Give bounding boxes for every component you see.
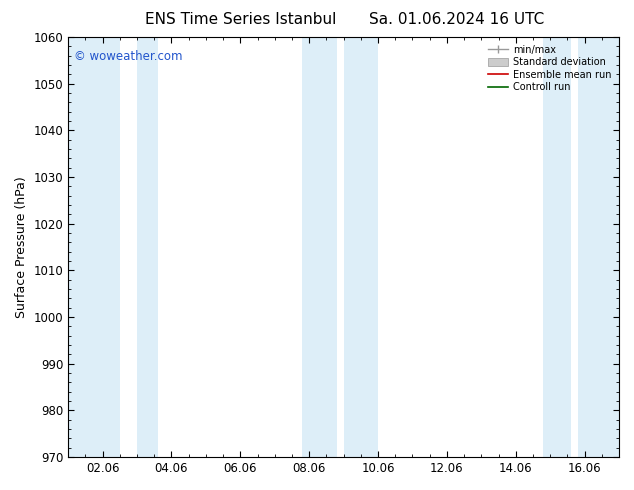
Text: Sa. 01.06.2024 16 UTC: Sa. 01.06.2024 16 UTC [369,12,544,27]
Bar [543,37,571,457]
Bar [68,37,120,457]
Bar [578,37,619,457]
Text: © woweather.com: © woweather.com [74,50,182,63]
Bar [137,37,158,457]
Bar [302,37,337,457]
Legend: min/max, Standard deviation, Ensemble mean run, Controll run: min/max, Standard deviation, Ensemble me… [486,42,614,95]
Y-axis label: Surface Pressure (hPa): Surface Pressure (hPa) [15,176,28,318]
Text: ENS Time Series Istanbul: ENS Time Series Istanbul [145,12,337,27]
Bar [344,37,378,457]
